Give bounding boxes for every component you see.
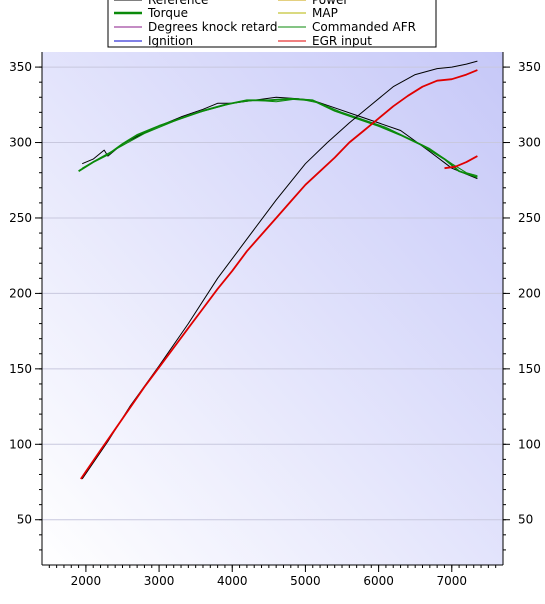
y-tick-label-right: 100 <box>518 437 541 451</box>
y-tick-label-right: 150 <box>518 362 541 376</box>
plot-background <box>42 52 503 565</box>
y-tick-label-right: 50 <box>518 513 533 527</box>
y-tick-label-left: 100 <box>9 437 32 451</box>
y-tick-label-right: 200 <box>518 286 541 300</box>
y-tick-label-left: 250 <box>9 211 32 225</box>
y-tick-label-left: 300 <box>9 136 32 150</box>
axes: 50 50 100 100 150 150 200 200 250 250 300 300 350 350… <box>9 52 541 588</box>
y-tick-label-right: 250 <box>518 211 541 225</box>
series-line-egr-input <box>80 69 478 480</box>
grid <box>42 66 503 521</box>
legend-label: Reference <box>148 0 208 7</box>
x-tick-label: 5000 <box>290 574 321 588</box>
legend-label: Torque <box>147 6 188 20</box>
y-tick-label-left: 50 <box>17 513 32 527</box>
x-tick-label: 2000 <box>71 574 102 588</box>
y-tick-label-left: 200 <box>9 286 32 300</box>
legend-label: Commanded AFR <box>312 20 416 34</box>
series-line-commanded-afr <box>81 98 478 177</box>
legend-label: MAP <box>312 6 338 20</box>
y-tick-label-right: 350 <box>518 60 541 74</box>
legend-label: Power <box>312 0 348 7</box>
y-tick-label-right: 300 <box>518 136 541 150</box>
legend-box <box>107 0 437 48</box>
x-tick-label: 4000 <box>217 574 248 588</box>
legend-label: EGR input <box>312 34 372 48</box>
y-tick-label-left: 150 <box>9 362 32 376</box>
series-layer <box>78 60 478 480</box>
x-tick-label: 3000 <box>144 574 175 588</box>
series-line-egr-input <box>444 155 478 170</box>
legend-label: Degrees knock retard <box>148 20 277 34</box>
y-tick-label-left: 350 <box>9 60 32 74</box>
x-tick-label: 7000 <box>437 574 468 588</box>
legend: Reference Power Torque MAP Degrees knock ret… <box>107 0 437 48</box>
x-tick-label: 6000 <box>363 574 394 588</box>
legend-label: Ignition <box>148 34 193 48</box>
